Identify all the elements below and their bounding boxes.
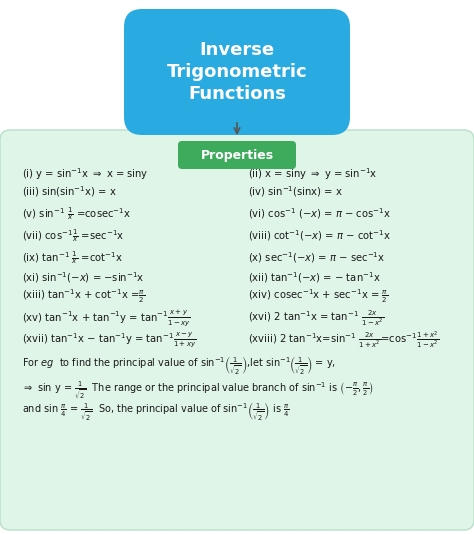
FancyBboxPatch shape xyxy=(124,9,350,135)
Text: and sin $\frac{\pi}{4}$ = $\frac{1}{\sqrt{2}}$  So, the principal value of sin$^: and sin $\frac{\pi}{4}$ = $\frac{1}{\sqr… xyxy=(22,401,290,423)
Text: Functions: Functions xyxy=(188,85,286,103)
Text: (xvi) 2 tan$^{-1}$x = tan$^{-1}$ $\frac{2x}{1-x^2}$: (xvi) 2 tan$^{-1}$x = tan$^{-1}$ $\frac{… xyxy=(248,308,384,328)
Text: Trigonometric: Trigonometric xyxy=(167,63,307,81)
Text: (v) sin$^{-1}$ $\frac{1}{x}$ =cosec$^{-1}$x: (v) sin$^{-1}$ $\frac{1}{x}$ =cosec$^{-1… xyxy=(22,206,131,223)
Text: (xviii) 2 tan$^{-1}$x=sin$^{-1}$ $\frac{2x}{1+x^2}$=cos$^{-1}$$\frac{1+x^2}{1-x^: (xviii) 2 tan$^{-1}$x=sin$^{-1}$ $\frac{… xyxy=(248,329,439,350)
Text: Inverse: Inverse xyxy=(200,41,274,59)
Text: (x) sec$^{-1}$$(-x)$ = $\pi$ $-$ sec$^{-1}$x: (x) sec$^{-1}$$(-x)$ = $\pi$ $-$ sec$^{-… xyxy=(248,250,385,265)
Text: (xii) tan$^{-1}$$(-x)$ = $-$ tan$^{-1}$x: (xii) tan$^{-1}$$(-x)$ = $-$ tan$^{-1}$x xyxy=(248,271,381,285)
Text: $\Rightarrow$ sin y = $\frac{1}{\sqrt{2}}$  The range or the principal value bra: $\Rightarrow$ sin y = $\frac{1}{\sqrt{2}… xyxy=(22,379,374,401)
Text: (vii) cos$^{-1}$$\frac{1}{x}$ =sec$^{-1}$x: (vii) cos$^{-1}$$\frac{1}{x}$ =sec$^{-1}… xyxy=(22,227,125,245)
Text: Properties: Properties xyxy=(201,148,273,161)
Text: (xiii) tan$^{-1}$x + cot$^{-1}$x =$\frac{\pi}{2}$: (xiii) tan$^{-1}$x + cot$^{-1}$x =$\frac… xyxy=(22,287,145,305)
FancyBboxPatch shape xyxy=(178,141,296,169)
Text: (ii) x = siny $\Rightarrow$ y = sin$^{-1}$x: (ii) x = siny $\Rightarrow$ y = sin$^{-1… xyxy=(248,166,377,182)
Text: (xi) sin$^{-1}$$(-x)$ = $-$sin$^{-1}$x: (xi) sin$^{-1}$$(-x)$ = $-$sin$^{-1}$x xyxy=(22,271,145,285)
Text: (xiv) cosec$^{-1}$x + sec$^{-1}$x = $\frac{\pi}{2}$: (xiv) cosec$^{-1}$x + sec$^{-1}$x = $\fr… xyxy=(248,287,388,305)
Text: (i) y = sin$^{-1}$x $\Rightarrow$ x = siny: (i) y = sin$^{-1}$x $\Rightarrow$ x = si… xyxy=(22,166,149,182)
Text: (iii) sin(sin$^{-1}$x) = x: (iii) sin(sin$^{-1}$x) = x xyxy=(22,185,117,199)
Text: (xvii) tan$^{-1}$x $-$ tan$^{-1}$y = tan$^{-1}$$\frac{x-y}{1+xy}$: (xvii) tan$^{-1}$x $-$ tan$^{-1}$y = tan… xyxy=(22,331,196,349)
Text: (ix) tan$^{-1}$ $\frac{1}{x}$ =cot$^{-1}$x: (ix) tan$^{-1}$ $\frac{1}{x}$ =cot$^{-1}… xyxy=(22,249,123,266)
Text: (xv) tan$^{-1}$x + tan$^{-1}$y = tan$^{-1}$$\frac{x+y}{1-xy}$: (xv) tan$^{-1}$x + tan$^{-1}$y = tan$^{-… xyxy=(22,308,191,328)
Text: (viii) cot$^{-1}$$(-x)$ = $\pi$ $-$ cot$^{-1}$x: (viii) cot$^{-1}$$(-x)$ = $\pi$ $-$ cot$… xyxy=(248,229,391,244)
FancyBboxPatch shape xyxy=(0,130,474,530)
Text: (iv) sin$^{-1}$(sinx) = x: (iv) sin$^{-1}$(sinx) = x xyxy=(248,185,343,199)
Text: (vi) cos$^{-1}$ $(-x)$ = $\pi$ $-$ cos$^{-1}$x: (vi) cos$^{-1}$ $(-x)$ = $\pi$ $-$ cos$^… xyxy=(248,207,391,222)
Text: For $eg$  to find the principal value of sin$^{-1}$$\left(\frac{1}{\sqrt{2}}\rig: For $eg$ to find the principal value of … xyxy=(22,355,336,377)
